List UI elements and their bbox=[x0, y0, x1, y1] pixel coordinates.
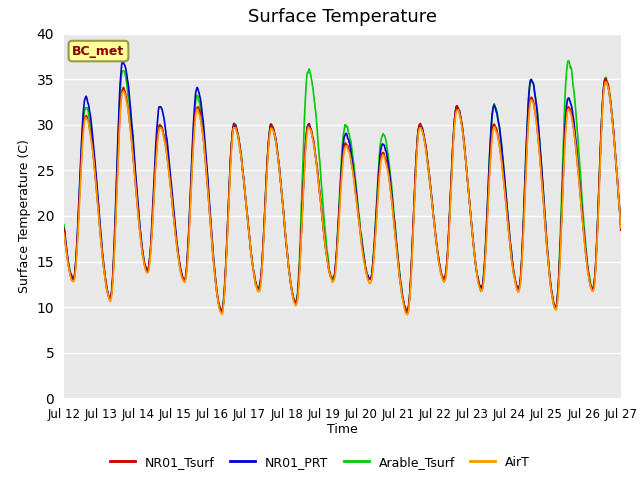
Arable_Tsurf bbox=[617, 216, 625, 221]
AirT bbox=[502, 200, 509, 206]
Line: NR01_Tsurf: NR01_Tsurf bbox=[64, 79, 621, 313]
Line: AirT: AirT bbox=[64, 82, 621, 315]
NR01_PRT bbox=[246, 245, 254, 251]
NR01_Tsurf bbox=[246, 240, 254, 246]
NR01_PRT bbox=[60, 226, 68, 231]
AirT bbox=[246, 241, 254, 247]
Arable_Tsurf bbox=[218, 310, 226, 315]
NR01_PRT bbox=[552, 303, 559, 309]
Arable_Tsurf bbox=[246, 246, 254, 252]
NR01_Tsurf bbox=[429, 210, 437, 216]
NR01_Tsurf bbox=[184, 249, 191, 255]
Arable_Tsurf bbox=[429, 211, 437, 217]
Y-axis label: Surface Temperature (C): Surface Temperature (C) bbox=[18, 139, 31, 293]
Title: Surface Temperature: Surface Temperature bbox=[248, 9, 437, 26]
AirT bbox=[184, 255, 191, 261]
Arable_Tsurf bbox=[60, 222, 68, 228]
NR01_Tsurf bbox=[502, 200, 509, 205]
NR01_PRT bbox=[502, 194, 510, 200]
NR01_PRT bbox=[617, 224, 625, 230]
Legend: NR01_Tsurf, NR01_PRT, Arable_Tsurf, AirT: NR01_Tsurf, NR01_PRT, Arable_Tsurf, AirT bbox=[105, 451, 535, 474]
Arable_Tsurf bbox=[170, 219, 178, 225]
NR01_Tsurf bbox=[602, 76, 609, 82]
X-axis label: Time: Time bbox=[327, 422, 358, 435]
NR01_PRT bbox=[119, 58, 127, 63]
AirT bbox=[60, 231, 68, 237]
Arable_Tsurf bbox=[184, 250, 191, 255]
NR01_Tsurf bbox=[60, 227, 68, 232]
NR01_PRT bbox=[404, 309, 412, 315]
Arable_Tsurf bbox=[564, 58, 572, 64]
Arable_Tsurf bbox=[551, 306, 559, 312]
Text: BC_met: BC_met bbox=[72, 45, 125, 58]
NR01_PRT bbox=[429, 214, 437, 219]
AirT bbox=[551, 306, 559, 312]
Line: NR01_PRT: NR01_PRT bbox=[64, 60, 621, 312]
AirT bbox=[170, 222, 178, 228]
NR01_Tsurf bbox=[403, 311, 411, 316]
AirT bbox=[602, 79, 610, 84]
Arable_Tsurf bbox=[502, 190, 509, 195]
AirT bbox=[617, 225, 625, 230]
NR01_PRT bbox=[171, 217, 179, 223]
NR01_Tsurf bbox=[551, 304, 559, 310]
Line: Arable_Tsurf: Arable_Tsurf bbox=[64, 61, 621, 312]
NR01_Tsurf bbox=[617, 228, 625, 233]
AirT bbox=[404, 312, 412, 318]
NR01_Tsurf bbox=[170, 219, 178, 225]
NR01_PRT bbox=[184, 239, 192, 244]
AirT bbox=[429, 212, 437, 217]
